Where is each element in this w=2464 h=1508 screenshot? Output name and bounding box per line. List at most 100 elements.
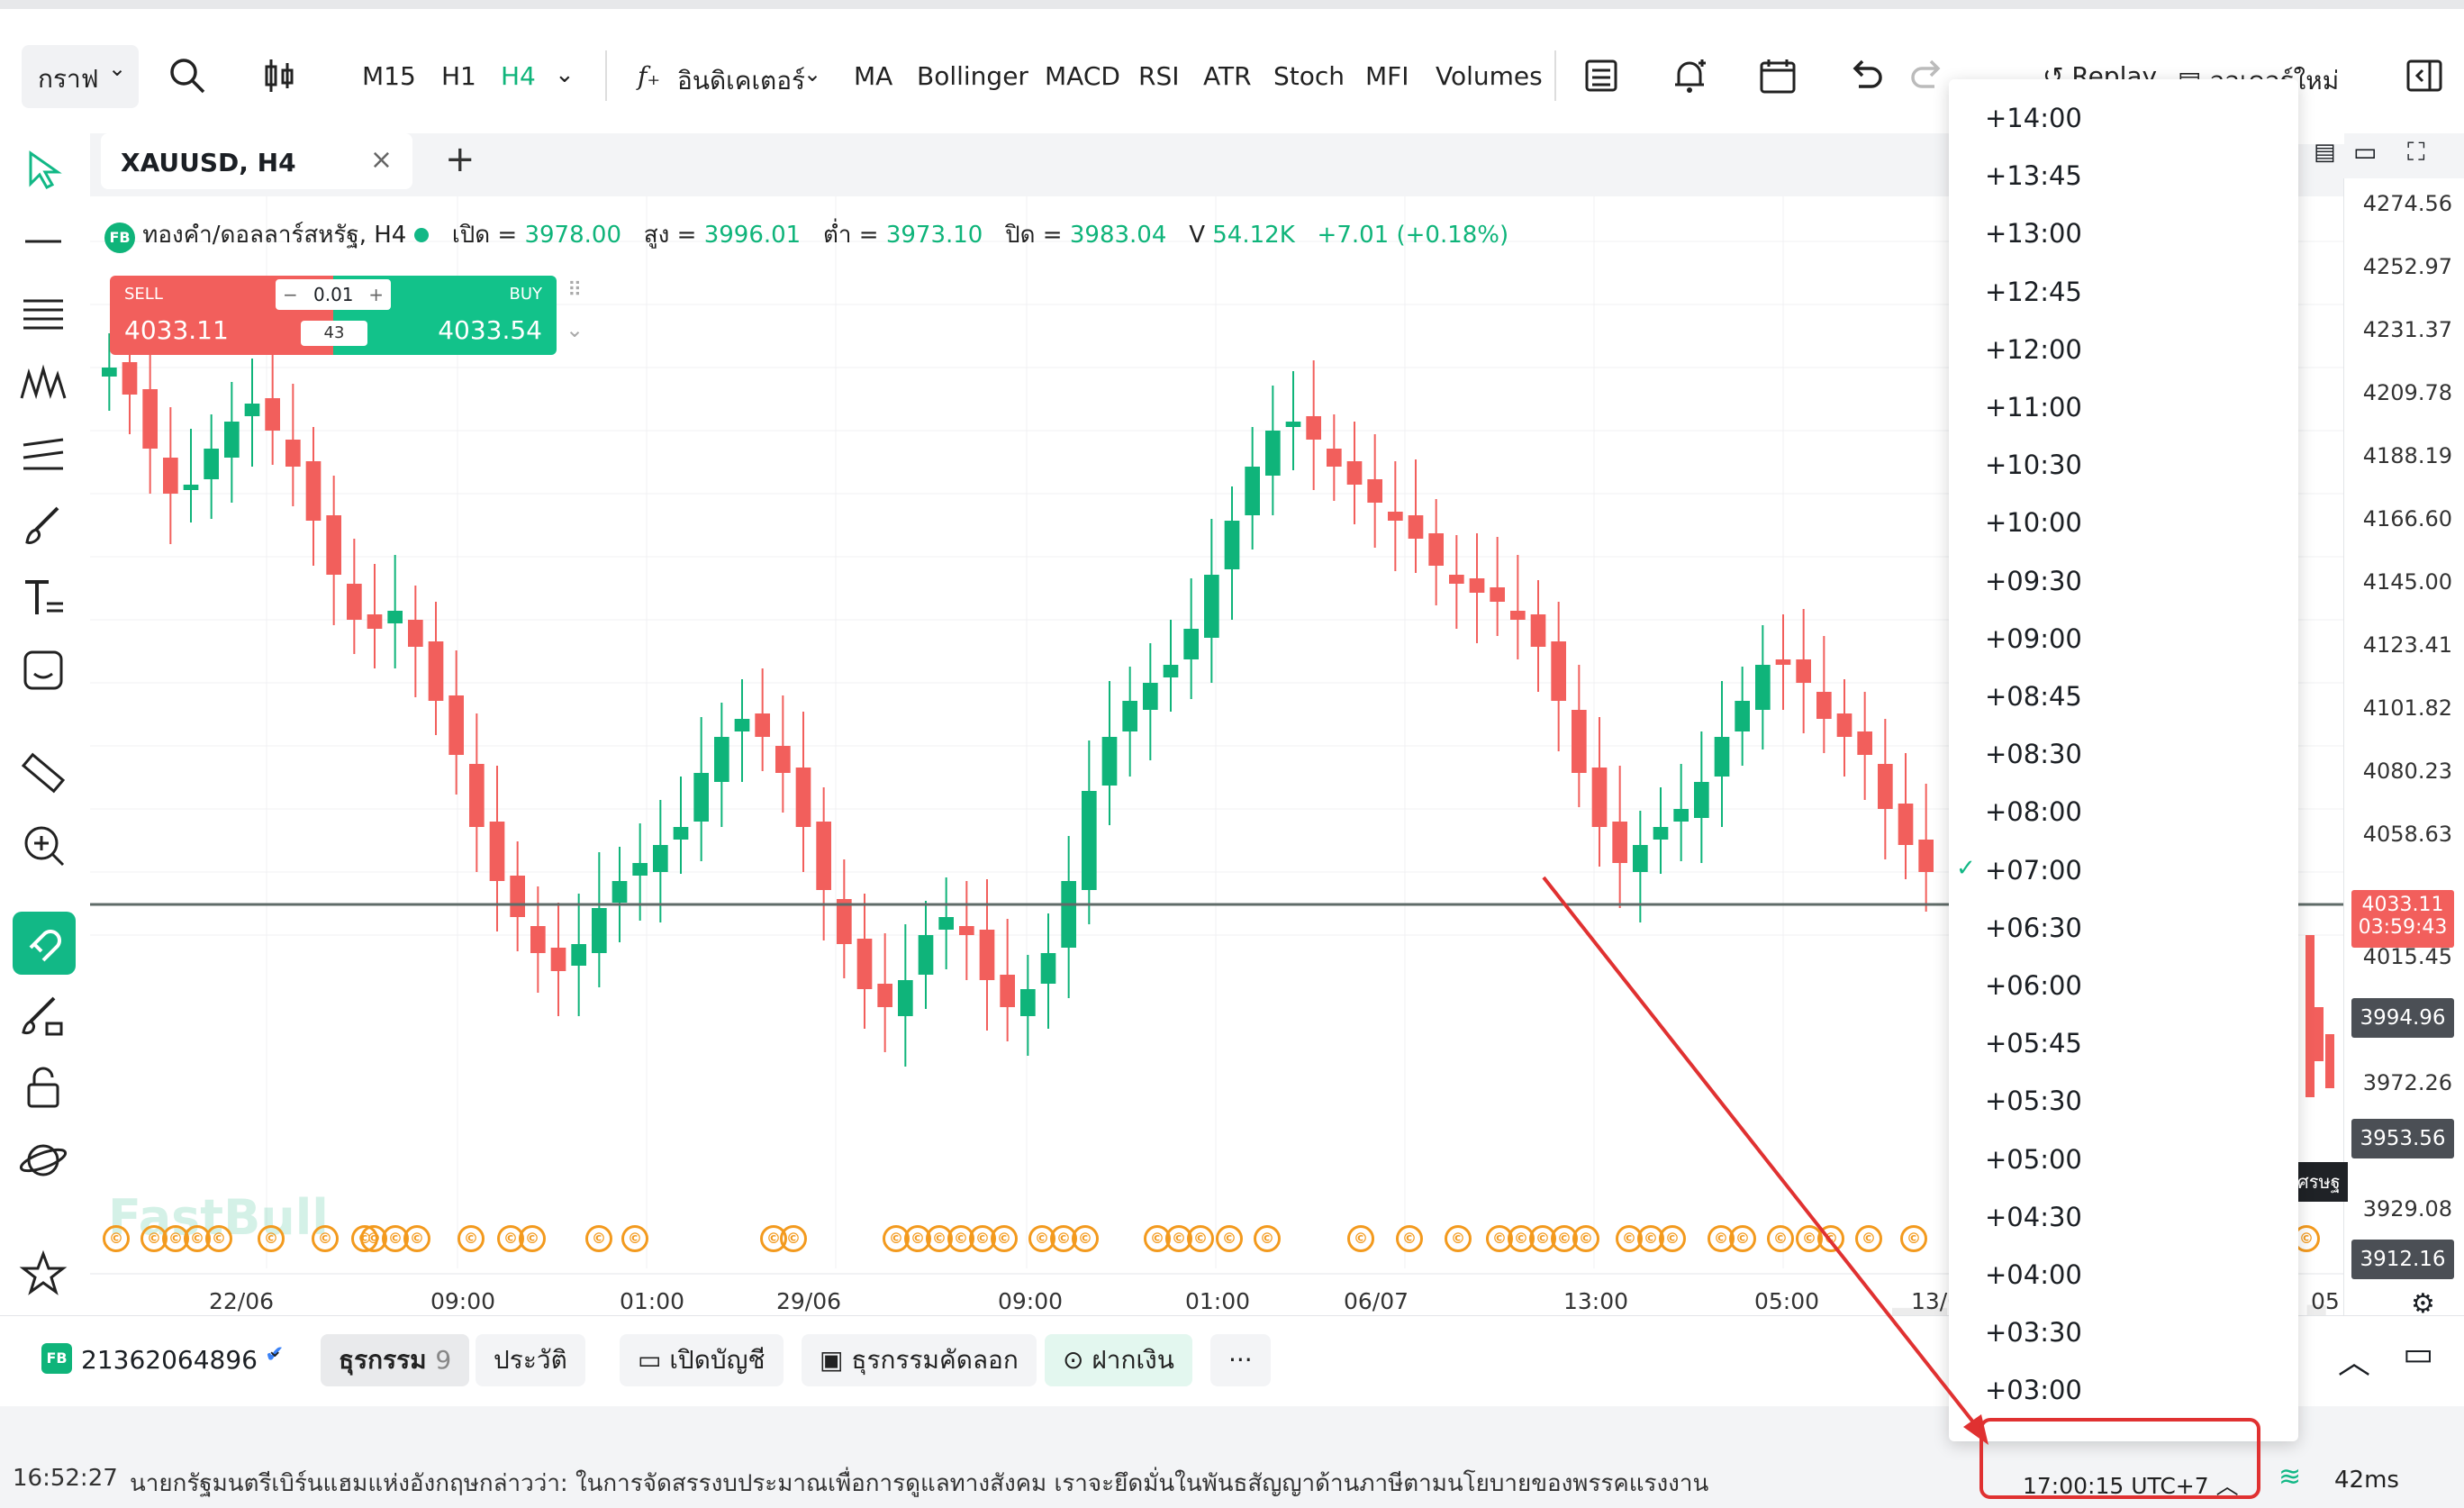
collapse-panel-icon[interactable] — [2403, 54, 2446, 97]
economic-event-icon[interactable]: © — [1445, 1225, 1472, 1252]
panel-chevron-down-icon[interactable]: ⌄ — [566, 317, 584, 342]
tab-history[interactable]: ประวัติ — [476, 1334, 585, 1386]
indicator-volumes[interactable]: Volumes — [1436, 61, 1543, 91]
economic-event-icon[interactable]: © — [621, 1225, 648, 1252]
timezone-option[interactable]: +10:00 — [1985, 507, 2082, 539]
close-tab-icon[interactable]: × — [369, 144, 393, 176]
table-icon[interactable]: ▤ — [2314, 139, 2336, 166]
chevron-up-icon[interactable]: ︿ — [2338, 1344, 2371, 1381]
timezone-option[interactable]: +08:45 — [1985, 681, 2082, 712]
economic-event-icon[interactable]: © — [1729, 1225, 1756, 1252]
indicator-rsi[interactable]: RSI — [1138, 61, 1180, 91]
indicator-atr[interactable]: ATR — [1203, 61, 1252, 91]
timezone-option[interactable]: +13:00 — [1985, 218, 2082, 250]
indicator-ma[interactable]: MA — [854, 61, 893, 91]
economic-event-icon[interactable]: © — [1767, 1225, 1794, 1252]
lot-value[interactable]: 0.01 — [313, 284, 354, 305]
economic-event-icon[interactable]: © — [1072, 1225, 1099, 1252]
economic-event-icon[interactable]: © — [1572, 1225, 1599, 1252]
indicators-chevron-down-icon[interactable]: ⌄ — [803, 61, 822, 86]
timezone-option[interactable]: +04:30 — [1985, 1201, 2082, 1232]
undo-icon[interactable] — [1844, 54, 1888, 97]
drag-handle-icon[interactable]: ⠿ — [567, 279, 583, 302]
maximize-panel-icon[interactable]: ▭ — [2403, 1336, 2434, 1373]
economic-event-icon[interactable]: © — [780, 1225, 807, 1252]
timezone-option[interactable]: +05:30 — [1985, 1086, 2082, 1117]
zoom-in-icon[interactable] — [18, 820, 68, 870]
timezone-option[interactable]: +05:00 — [1985, 1143, 2082, 1175]
redo-icon[interactable] — [1906, 54, 1949, 97]
search-icon[interactable] — [166, 54, 209, 97]
economic-event-icon[interactable]: © — [205, 1225, 232, 1252]
economic-event-icon[interactable]: © — [519, 1225, 546, 1252]
economic-event-icon[interactable]: © — [1216, 1225, 1243, 1252]
timezone-option[interactable]: +06:30 — [1985, 912, 2082, 943]
calendar-icon[interactable] — [1756, 54, 1799, 97]
horizontal-line-icon[interactable] — [18, 216, 68, 267]
cursor-icon[interactable] — [18, 144, 68, 195]
open-account-button[interactable]: ▭ เปิดบัญชี — [620, 1334, 784, 1386]
copy-trading-button[interactable]: ▣ ธุรกรรมคัดลอก — [802, 1334, 1037, 1386]
economic-event-icon[interactable]: © — [1900, 1225, 1927, 1252]
clock-button[interactable]: 17:00:15 UTC+7 ︿ — [2023, 1473, 2239, 1499]
lot-increment-icon[interactable]: + — [368, 284, 384, 305]
economic-event-icon[interactable]: © — [1396, 1225, 1423, 1252]
ruler-icon[interactable] — [18, 748, 68, 798]
fib-levels-icon[interactable] — [18, 288, 68, 339]
timezone-option[interactable]: +12:00 — [1985, 333, 2082, 365]
timezone-option[interactable]: +12:45 — [1985, 276, 2082, 307]
economic-event-icon[interactable]: © — [312, 1225, 339, 1252]
timezone-dropdown[interactable]: +14:00 +13:45 +13:00 +12:45 +12:00 +11:00 +10:… — [1949, 79, 2298, 1441]
layout-icon[interactable] — [1580, 54, 1623, 97]
timezone-option[interactable]: +11:00 — [1985, 392, 2082, 422]
indicator-macd[interactable]: MACD — [1045, 61, 1120, 91]
economic-event-icon[interactable]: © — [457, 1225, 485, 1252]
tab-transactions[interactable]: ธุรกรรม 9 — [321, 1334, 470, 1386]
candlestick-type-icon[interactable] — [258, 54, 301, 97]
more-button[interactable]: ··· — [1210, 1334, 1271, 1386]
timeframe-h1[interactable]: H1 — [441, 61, 476, 91]
timezone-option[interactable]: +13:45 — [1985, 160, 2082, 192]
economic-event-icon[interactable]: © — [403, 1225, 430, 1252]
economic-event-icon[interactable]: © — [103, 1225, 130, 1252]
indicator-mfi[interactable]: MFI — [1365, 61, 1409, 91]
indicator-bollinger[interactable]: Bollinger — [917, 61, 1028, 91]
timezone-option[interactable]: +03:30 — [1985, 1317, 2082, 1349]
economic-event-icon[interactable]: © — [1187, 1225, 1214, 1252]
price-axis[interactable]: ▤ ▭ ⛶ 4274.56 4252.97 4231.37 4209.78 41… — [2297, 133, 2464, 1320]
timezone-option[interactable]: +03:00 — [1985, 1375, 2082, 1406]
timezone-option[interactable]: +08:30 — [1985, 739, 2082, 770]
window-icon[interactable]: ▭ — [2353, 137, 2378, 167]
function-icon[interactable]: f₊ — [638, 61, 661, 91]
timezone-option[interactable]: +09:00 — [1985, 622, 2082, 654]
economic-event-icon[interactable]: © — [1855, 1225, 1882, 1252]
fullscreen-icon[interactable]: ⛶ — [2407, 137, 2425, 167]
economic-event-icon[interactable]: © — [991, 1225, 1018, 1252]
economic-event-icon[interactable]: © — [1254, 1225, 1281, 1252]
account-chevron-down-icon[interactable]: ⌄ — [267, 1340, 284, 1362]
economic-event-icon[interactable]: © — [1659, 1225, 1686, 1252]
economic-event-icon[interactable]: © — [1347, 1225, 1374, 1252]
alert-bell-icon[interactable] — [1668, 54, 1711, 97]
add-tab-button[interactable]: + — [445, 139, 476, 180]
pattern-icon[interactable] — [18, 359, 68, 409]
timezone-option[interactable]: +05:45 — [1985, 1028, 2082, 1059]
timezone-option[interactable]: +08:00 — [1985, 796, 2082, 828]
economic-event-icon[interactable]: © — [585, 1225, 612, 1252]
star-icon[interactable] — [18, 1249, 68, 1299]
account-number[interactable]: 21362064896 — [81, 1345, 258, 1375]
timezone-option[interactable]: +07:00 ✓ — [1956, 854, 2082, 886]
magnet-button[interactable] — [13, 912, 76, 975]
chart-menu-button[interactable]: กราฟ ⌄ — [22, 45, 139, 108]
lot-stepper[interactable]: − 0.01 + — [276, 279, 391, 310]
deposit-button[interactable]: ⊙ ฝากเงิน — [1045, 1334, 1192, 1386]
candlestick-chart[interactable] — [90, 196, 2343, 1315]
economic-event-icon[interactable]: © — [258, 1225, 285, 1252]
timezone-option[interactable]: +09:30 — [1985, 565, 2082, 596]
timezone-option[interactable]: +10:30 — [1985, 450, 2082, 481]
unlock-icon[interactable] — [18, 1063, 68, 1113]
timeframe-chevron-down-icon[interactable]: ⌄ — [555, 61, 575, 88]
timezone-option[interactable]: +14:00 — [1985, 103, 2082, 133]
brush-icon[interactable] — [18, 501, 68, 551]
text-tool-icon[interactable] — [18, 573, 68, 623]
